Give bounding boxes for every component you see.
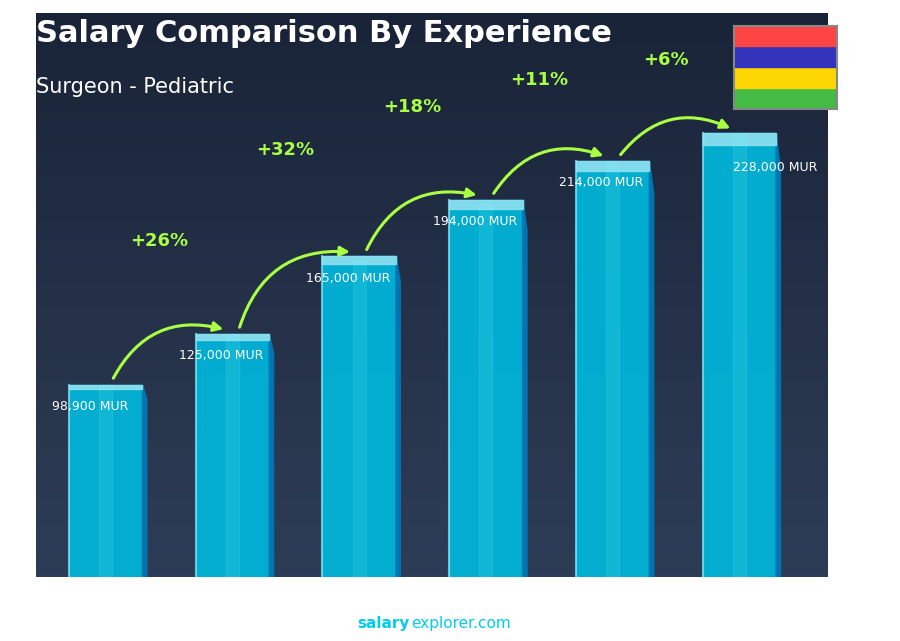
Bar	[195, 334, 269, 340]
Bar	[449, 199, 523, 209]
Text: Surgeon - Pediatric: Surgeon - Pediatric	[36, 77, 234, 97]
Text: +18%: +18%	[383, 98, 442, 116]
Text: Average Monthly Salary: Average Monthly Salary	[878, 254, 887, 387]
Bar	[99, 385, 112, 577]
Bar	[69, 385, 142, 389]
Bar	[734, 47, 837, 67]
Bar	[734, 67, 837, 88]
Text: 165,000 MUR: 165,000 MUR	[306, 272, 391, 285]
Bar	[69, 385, 142, 577]
Text: 194,000 MUR: 194,000 MUR	[433, 215, 517, 228]
Bar	[479, 199, 492, 577]
Bar	[195, 334, 269, 577]
Bar	[322, 256, 396, 264]
Bar	[703, 133, 776, 144]
Text: Salary Comparison By Experience: Salary Comparison By Experience	[36, 19, 612, 48]
Text: 214,000 MUR: 214,000 MUR	[560, 176, 643, 189]
Polygon shape	[269, 334, 274, 577]
Bar	[353, 256, 365, 577]
Bar	[576, 161, 649, 577]
Bar	[606, 161, 619, 577]
Bar	[733, 133, 746, 577]
Polygon shape	[142, 385, 147, 577]
Text: +32%: +32%	[256, 141, 315, 159]
Bar	[734, 88, 837, 109]
Text: explorer.com: explorer.com	[411, 617, 511, 631]
Bar	[449, 199, 523, 577]
Bar	[226, 334, 239, 577]
Polygon shape	[776, 133, 780, 577]
Bar	[322, 256, 396, 577]
Bar	[703, 133, 776, 577]
Bar	[576, 161, 649, 171]
Bar	[734, 26, 837, 46]
Text: +6%: +6%	[643, 51, 689, 69]
Polygon shape	[649, 161, 653, 577]
Text: 125,000 MUR: 125,000 MUR	[179, 349, 264, 362]
Text: +26%: +26%	[130, 232, 188, 250]
Text: 228,000 MUR: 228,000 MUR	[733, 161, 817, 174]
Text: +11%: +11%	[510, 71, 568, 88]
Polygon shape	[523, 199, 527, 577]
Text: 98,900 MUR: 98,900 MUR	[52, 400, 129, 413]
Polygon shape	[396, 256, 400, 577]
Text: salary: salary	[357, 617, 410, 631]
